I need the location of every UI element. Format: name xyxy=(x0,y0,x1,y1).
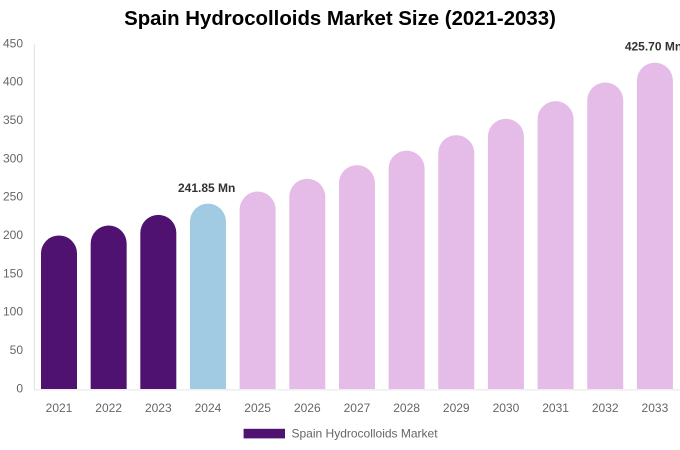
svg-text:250: 250 xyxy=(3,190,23,204)
svg-text:2023: 2023 xyxy=(145,401,172,415)
svg-text:Spain Hydrocolloids Market Siz: Spain Hydrocolloids Market Size (2021-20… xyxy=(124,8,556,30)
svg-text:2027: 2027 xyxy=(344,401,371,415)
svg-text:425.70 Mn: 425.70 Mn xyxy=(625,39,680,53)
svg-text:2028: 2028 xyxy=(393,401,420,415)
svg-text:0: 0 xyxy=(16,381,23,395)
svg-text:350: 350 xyxy=(3,113,23,127)
svg-text:2030: 2030 xyxy=(493,401,520,415)
svg-text:50: 50 xyxy=(10,343,24,357)
svg-text:2032: 2032 xyxy=(592,401,619,415)
svg-text:2029: 2029 xyxy=(443,401,470,415)
svg-text:2033: 2033 xyxy=(642,401,669,415)
svg-text:200: 200 xyxy=(3,228,23,242)
svg-text:Spain Hydrocolloids Market: Spain Hydrocolloids Market xyxy=(292,427,439,441)
svg-text:450: 450 xyxy=(3,36,23,50)
svg-text:150: 150 xyxy=(3,266,23,280)
svg-text:300: 300 xyxy=(3,151,23,165)
svg-text:100: 100 xyxy=(3,305,23,319)
svg-text:2026: 2026 xyxy=(294,401,321,415)
svg-text:2025: 2025 xyxy=(244,401,271,415)
svg-text:2024: 2024 xyxy=(195,401,222,415)
svg-text:2022: 2022 xyxy=(95,401,122,415)
svg-text:241.85 Mn: 241.85 Mn xyxy=(178,181,235,195)
svg-text:2031: 2031 xyxy=(542,401,569,415)
svg-text:2021: 2021 xyxy=(46,401,73,415)
svg-text:400: 400 xyxy=(3,75,23,89)
